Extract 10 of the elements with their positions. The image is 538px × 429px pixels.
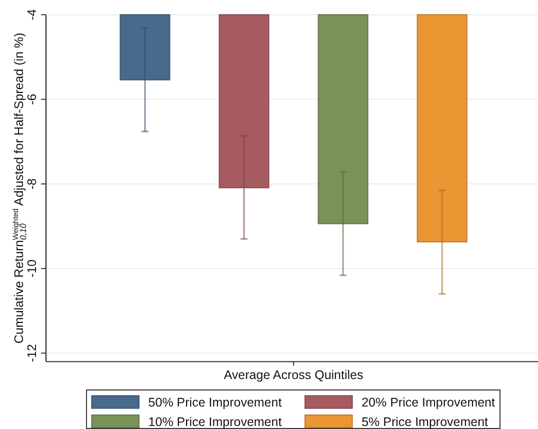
legend-label: 10% Price Improvement bbox=[148, 414, 282, 429]
y-tick-label: -10 bbox=[25, 259, 39, 278]
x-tick-label: Average Across Quintiles bbox=[224, 368, 364, 382]
legend-label: 50% Price Improvement bbox=[148, 396, 282, 410]
y-tick-label: -12 bbox=[25, 344, 39, 362]
y-tick-label: -4 bbox=[25, 9, 39, 20]
y-tick-label: -8 bbox=[25, 178, 39, 190]
y-tick-label: -6 bbox=[25, 94, 39, 105]
legend-label: 5% Price Improvement bbox=[362, 414, 489, 429]
legend-label: 20% Price Improvement bbox=[362, 396, 496, 410]
